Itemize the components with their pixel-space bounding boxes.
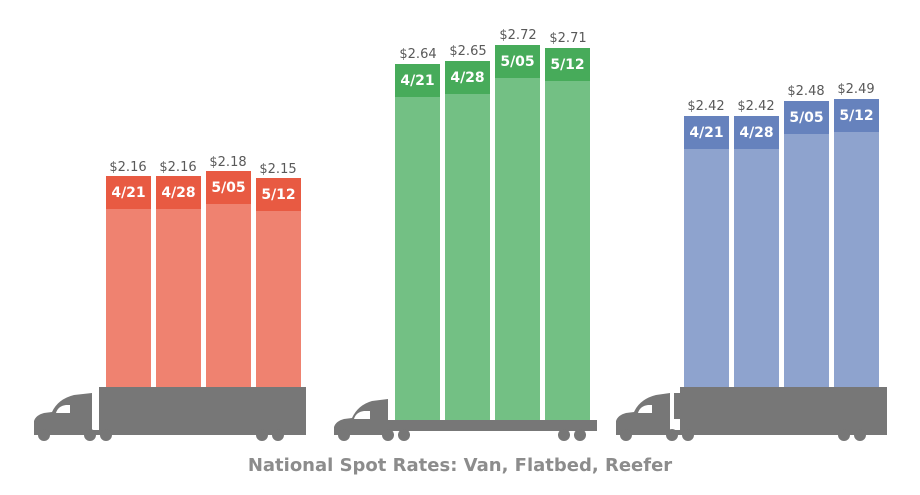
bar-body xyxy=(256,211,301,388)
van-bar-5-05: 5/05 xyxy=(206,171,251,388)
reefer-bar-4-28: 4/28 xyxy=(734,116,779,388)
bar-body xyxy=(445,94,490,421)
bar-date-label: 5/12 xyxy=(545,48,590,81)
bar-body xyxy=(206,204,251,388)
bar-value: $2.64 xyxy=(399,47,437,62)
van-bar-4-21: 4/21 xyxy=(106,176,151,388)
reefer-bar-5-05: 5/05 xyxy=(784,101,829,388)
flatbed-bar-5-12: 5/12 xyxy=(545,48,590,421)
bar-value: $2.48 xyxy=(787,84,825,99)
bar-body xyxy=(684,149,729,388)
bar-value: $2.71 xyxy=(549,31,587,46)
bar-body xyxy=(734,149,779,388)
bar-date-label: 5/12 xyxy=(834,99,879,132)
bar-date-label: 4/28 xyxy=(734,116,779,149)
bar-date-label: 5/05 xyxy=(495,45,540,78)
flatbed-bar-5-05: 5/05 xyxy=(495,45,540,421)
bar-date-label: 4/28 xyxy=(445,61,490,94)
reefer-bar-5-12: 5/12 xyxy=(834,99,879,388)
flatbed-bar-4-28: 4/28 xyxy=(445,61,490,421)
bar-date-label: 4/21 xyxy=(106,176,151,209)
bar-value: $2.42 xyxy=(737,99,775,114)
bar-body xyxy=(395,97,440,421)
bar-date-label: 4/28 xyxy=(156,176,201,209)
van-truck-icon xyxy=(34,387,306,441)
chart-title: National Spot Rates: Van, Flatbed, Reefe… xyxy=(247,455,673,476)
bar-body xyxy=(784,134,829,388)
bar-body xyxy=(545,81,590,421)
bar-value: $2.42 xyxy=(687,99,725,114)
bar-date-label: 5/12 xyxy=(256,178,301,211)
reefer-bar-4-21: 4/21 xyxy=(684,116,729,388)
flatbed-truck-icon xyxy=(334,399,597,441)
bar-date-label: 4/21 xyxy=(395,64,440,97)
reefer-truck-icon xyxy=(616,387,887,441)
bar-value: $2.16 xyxy=(109,160,147,175)
bar-body xyxy=(495,78,540,421)
bar-body xyxy=(156,209,201,388)
van-bar-5-12: 5/12 xyxy=(256,178,301,388)
bar-value: $2.49 xyxy=(837,82,875,97)
bar-value: $2.65 xyxy=(449,44,487,59)
bar-date-label: 5/05 xyxy=(206,171,251,204)
bar-date-label: 5/05 xyxy=(784,101,829,134)
flatbed-bar-4-21: 4/21 xyxy=(395,64,440,421)
bar-value: $2.16 xyxy=(159,160,197,175)
bar-body xyxy=(106,209,151,388)
bar-value: $2.18 xyxy=(209,155,247,170)
van-bar-4-28: 4/28 xyxy=(156,176,201,388)
bar-value: $2.15 xyxy=(259,162,297,177)
bar-body xyxy=(834,132,879,388)
bar-value: $2.72 xyxy=(499,28,537,43)
bar-date-label: 4/21 xyxy=(684,116,729,149)
